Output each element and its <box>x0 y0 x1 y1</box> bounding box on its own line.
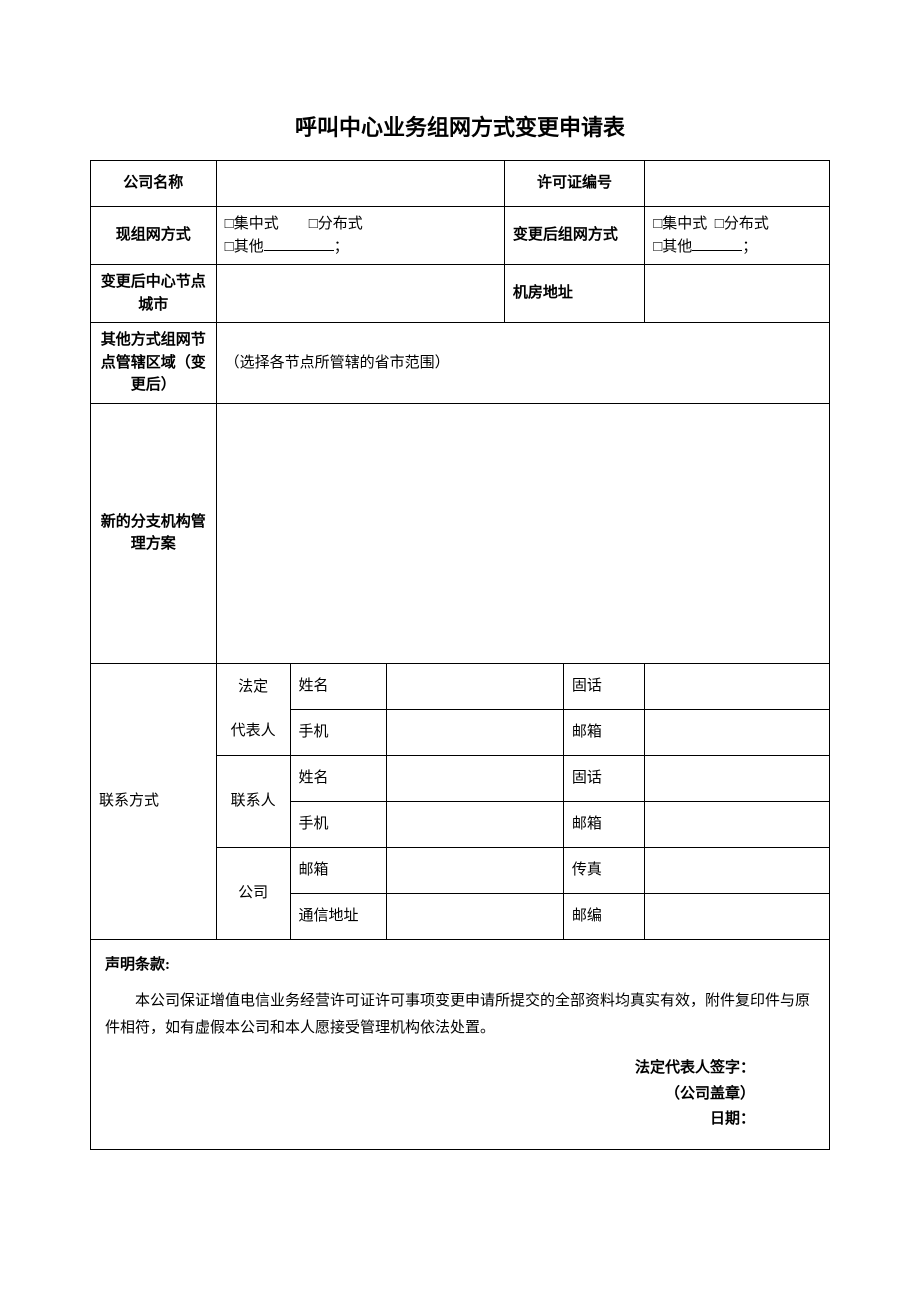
value-contact-name[interactable] <box>386 755 563 801</box>
label-legal-rep-1: 法定 <box>225 676 282 699</box>
value-other-mode-area[interactable]: （选择各节点所管辖的省市范围） <box>216 323 829 404</box>
label-contact-name: 姓名 <box>290 755 386 801</box>
label-contact-mobile: 手机 <box>290 801 386 847</box>
value-company-addr[interactable] <box>386 893 563 939</box>
value-legal-landline[interactable] <box>645 663 830 709</box>
value-company-fax[interactable] <box>645 847 830 893</box>
value-contact-email[interactable] <box>645 801 830 847</box>
checkbox-other[interactable]: □其他 <box>225 239 264 255</box>
label-legal-email: 邮箱 <box>563 709 644 755</box>
value-current-mode[interactable]: □集中式 □分布式 □其他； <box>216 207 504 265</box>
value-legal-mobile[interactable] <box>386 709 563 755</box>
other-input-current[interactable] <box>264 236 334 251</box>
label-other-mode-area: 其他方式组网节点管辖区域（变更后） <box>91 323 217 404</box>
date-label: 日期： <box>105 1107 755 1133</box>
value-after-mode[interactable]: □集中式 □分布式 □其他； <box>645 207 830 265</box>
label-after-mode: 变更后组网方式 <box>504 207 644 265</box>
area-note-text: （选择各节点所管辖的省市范围） <box>225 355 450 371</box>
value-legal-name[interactable] <box>386 663 563 709</box>
label-current-mode: 现组网方式 <box>91 207 217 265</box>
label-contact-landline: 固话 <box>563 755 644 801</box>
checkbox-centralized-after[interactable]: □集中式 <box>653 216 707 232</box>
declaration-title: 声明条款: <box>105 954 815 977</box>
declaration-cell: 声明条款: 本公司保证增值电信业务经营许可证许可事项变更申请所提交的全部资料均真… <box>91 939 830 1149</box>
signature-block: 法定代表人签字： （公司盖章） 日期： <box>105 1056 815 1133</box>
label-contact-email: 邮箱 <box>563 801 644 847</box>
label-license-no: 许可证编号 <box>504 161 644 207</box>
label-contact: 联系方式 <box>91 663 217 939</box>
checkbox-centralized[interactable]: □集中式 <box>225 216 279 232</box>
label-company-zip: 邮编 <box>563 893 644 939</box>
label-legal-landline: 固话 <box>563 663 644 709</box>
label-legal-name: 姓名 <box>290 663 386 709</box>
checkbox-distributed-after[interactable]: □分布式 <box>715 216 769 232</box>
stamp-label: （公司盖章） <box>105 1082 755 1108</box>
value-license-no[interactable] <box>645 161 830 207</box>
label-company-email: 邮箱 <box>290 847 386 893</box>
label-legal-mobile: 手机 <box>290 709 386 755</box>
label-company-name: 公司名称 <box>91 161 217 207</box>
value-center-node-city[interactable] <box>216 265 504 323</box>
form-title: 呼叫中心业务组网方式变更申请表 <box>90 110 830 142</box>
label-center-node-city: 变更后中心节点城市 <box>91 265 217 323</box>
sign-label: 法定代表人签字： <box>105 1056 755 1082</box>
value-room-addr[interactable] <box>645 265 830 323</box>
other-input-after[interactable] <box>692 236 742 251</box>
page: 呼叫中心业务组网方式变更申请表 公司名称 许可证编号 现组网方式 □集中式 □分 <box>0 0 920 1150</box>
value-company-zip[interactable] <box>645 893 830 939</box>
value-contact-landline[interactable] <box>645 755 830 801</box>
checkbox-other-after[interactable]: □其他 <box>653 239 692 255</box>
value-new-branch-plan[interactable] <box>216 403 829 663</box>
label-contact-person: 联系人 <box>216 755 290 847</box>
value-company-name[interactable] <box>216 161 504 207</box>
label-legal-rep-2: 代表人 <box>225 720 282 743</box>
label-company-addr: 通信地址 <box>290 893 386 939</box>
label-company-fax: 传真 <box>563 847 644 893</box>
application-form-table: 公司名称 许可证编号 现组网方式 □集中式 □分布式 □其他； 变更后组网方式 … <box>90 160 830 1150</box>
value-company-email[interactable] <box>386 847 563 893</box>
declaration-body: 本公司保证增值电信业务经营许可证许可事项变更申请所提交的全部资料均真实有效，附件… <box>105 988 815 1042</box>
value-contact-mobile[interactable] <box>386 801 563 847</box>
checkbox-distributed[interactable]: □分布式 <box>309 216 363 232</box>
value-legal-email[interactable] <box>645 709 830 755</box>
label-room-addr: 机房地址 <box>504 265 644 323</box>
label-new-branch-plan: 新的分支机构管理方案 <box>91 403 217 663</box>
label-company-sub: 公司 <box>216 847 290 939</box>
